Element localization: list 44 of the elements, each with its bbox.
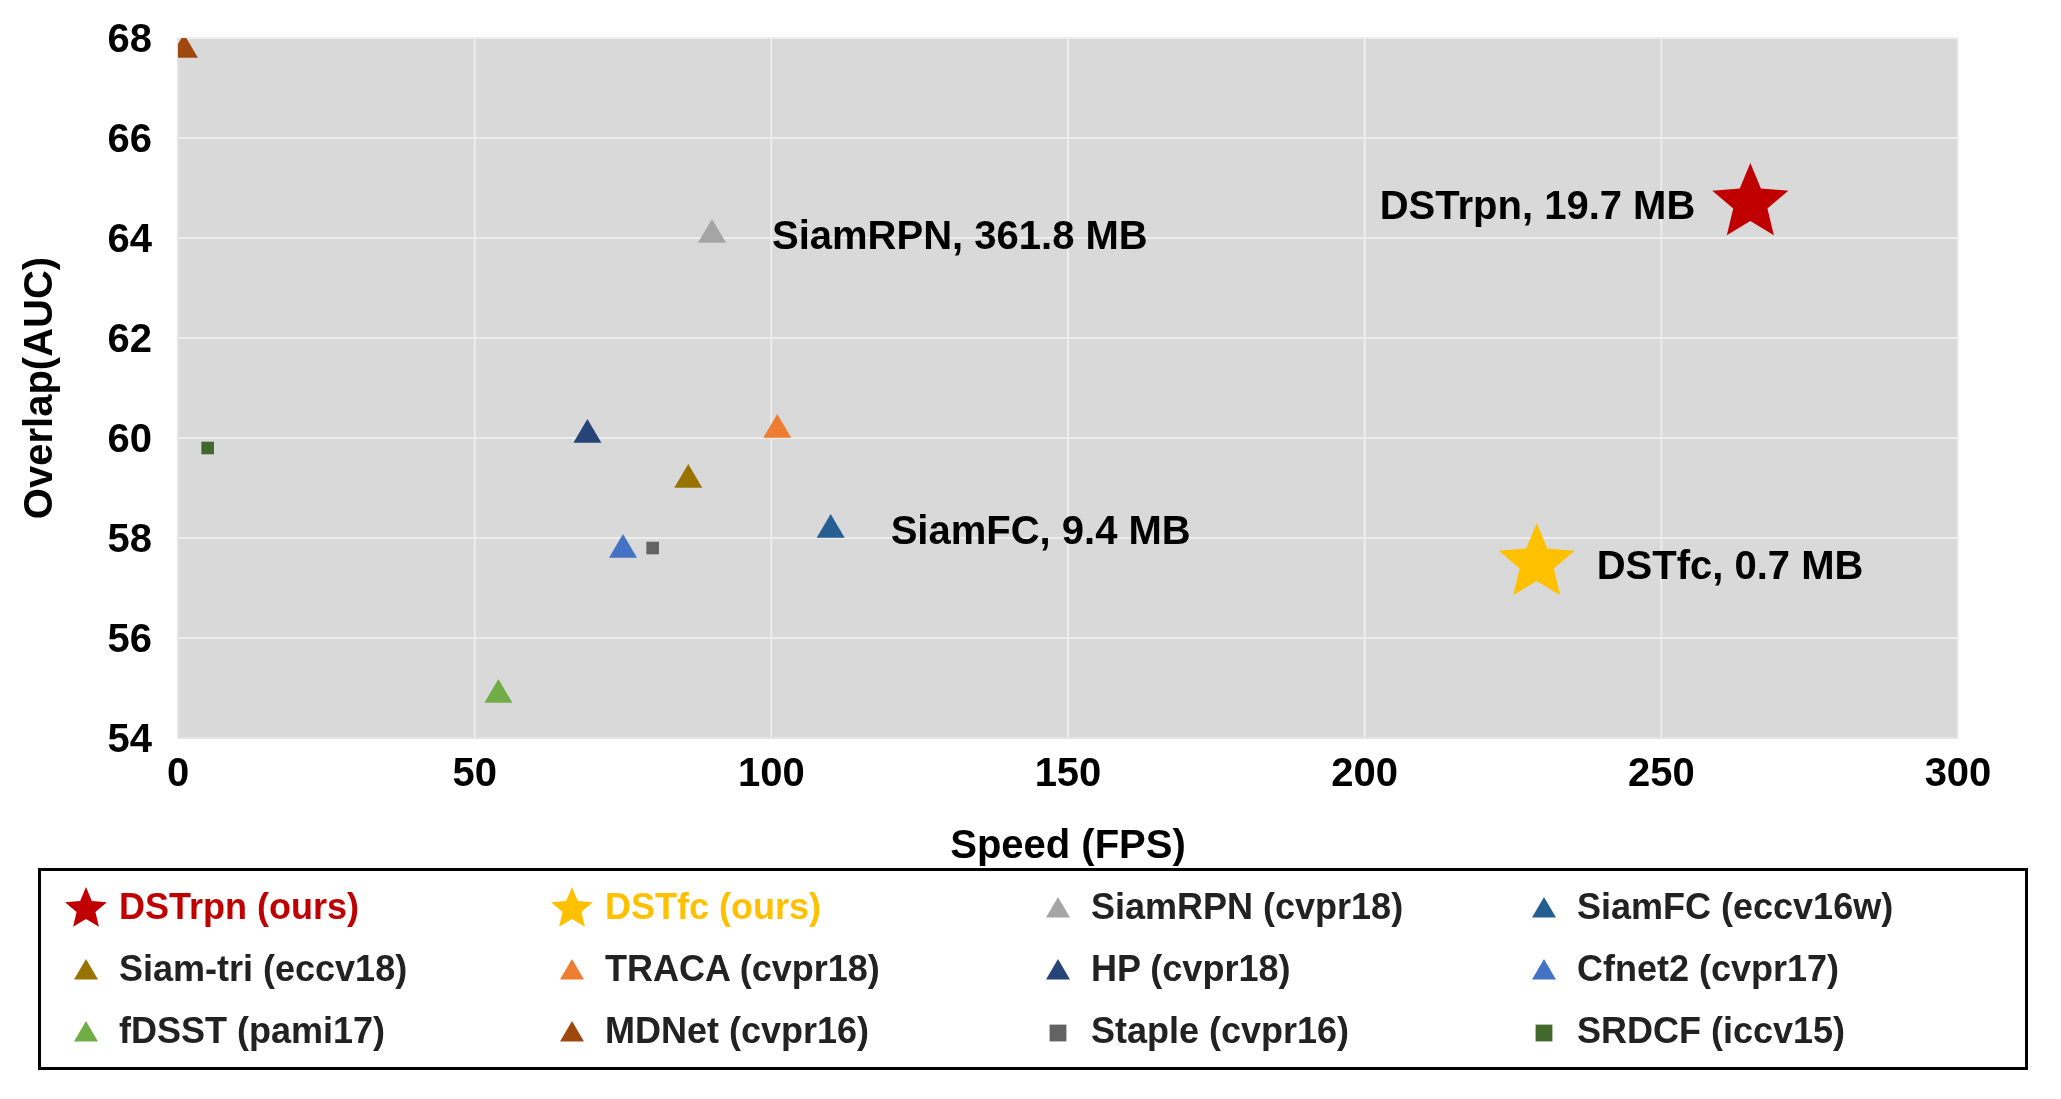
x-tick-label: 50	[452, 750, 497, 795]
y-tick-label: 62	[107, 316, 152, 361]
point	[609, 534, 637, 558]
x-tick-label: 250	[1627, 750, 1695, 795]
x-axis-title: Speed (FPS)	[950, 822, 1186, 866]
point	[816, 514, 845, 538]
legend-label: SiamRPN (cvpr18)	[1091, 886, 1404, 928]
annotation: DSTfc, 0.7 MB	[1596, 542, 1864, 587]
point	[698, 219, 726, 243]
point	[1712, 163, 1789, 236]
x-tick-label: 300	[1924, 750, 1992, 795]
y-tick-label: 60	[107, 416, 152, 461]
x-tick-label: 200	[1331, 750, 1399, 795]
y-tick-label: 54	[107, 716, 153, 761]
x-tick-label: 0	[166, 750, 190, 795]
annotation: SiamRPN, 361.8 MB	[772, 212, 1148, 257]
legend-label: SiamFC (eccv16w)	[1577, 886, 1894, 928]
legend-label: Cfnet2 (cvpr17)	[1577, 948, 1840, 990]
annotation: SiamFC, 9.4 MB	[890, 507, 1191, 552]
point	[646, 541, 659, 555]
legend-label: DSTrpn (ours)	[119, 886, 359, 928]
y-tick-label: 68	[107, 16, 152, 61]
y-tick-label: 56	[107, 616, 152, 661]
point	[573, 419, 602, 443]
legend-label: HP (cvpr18)	[1091, 948, 1291, 990]
legend-label: fDSST (pami17)	[119, 1010, 386, 1052]
annotation: DSTrpn, 19.7 MB	[1379, 182, 1696, 227]
legend-label: MDNet (cvpr16)	[605, 1010, 870, 1052]
y-tick-label: 58	[107, 516, 152, 561]
point	[484, 679, 513, 703]
x-tick-label: 100	[737, 750, 805, 795]
y-tick-label: 64	[107, 216, 153, 261]
x-tick-label: 150	[1034, 750, 1102, 795]
legend-label: Siam-tri (eccv18)	[119, 948, 408, 990]
point	[674, 464, 703, 488]
point	[201, 441, 214, 455]
legend-label: TRACA (cvpr18)	[605, 948, 880, 990]
legend-label: SRDCF (iccv15)	[1577, 1010, 1846, 1052]
y-tick-label: 66	[107, 116, 152, 161]
point	[1498, 523, 1575, 596]
legend-label: DSTfc (ours)	[605, 886, 821, 928]
legend-label: Staple (cvpr16)	[1091, 1010, 1350, 1052]
point	[763, 414, 792, 438]
y-axis-title: Overlap(AUC)	[16, 256, 61, 520]
